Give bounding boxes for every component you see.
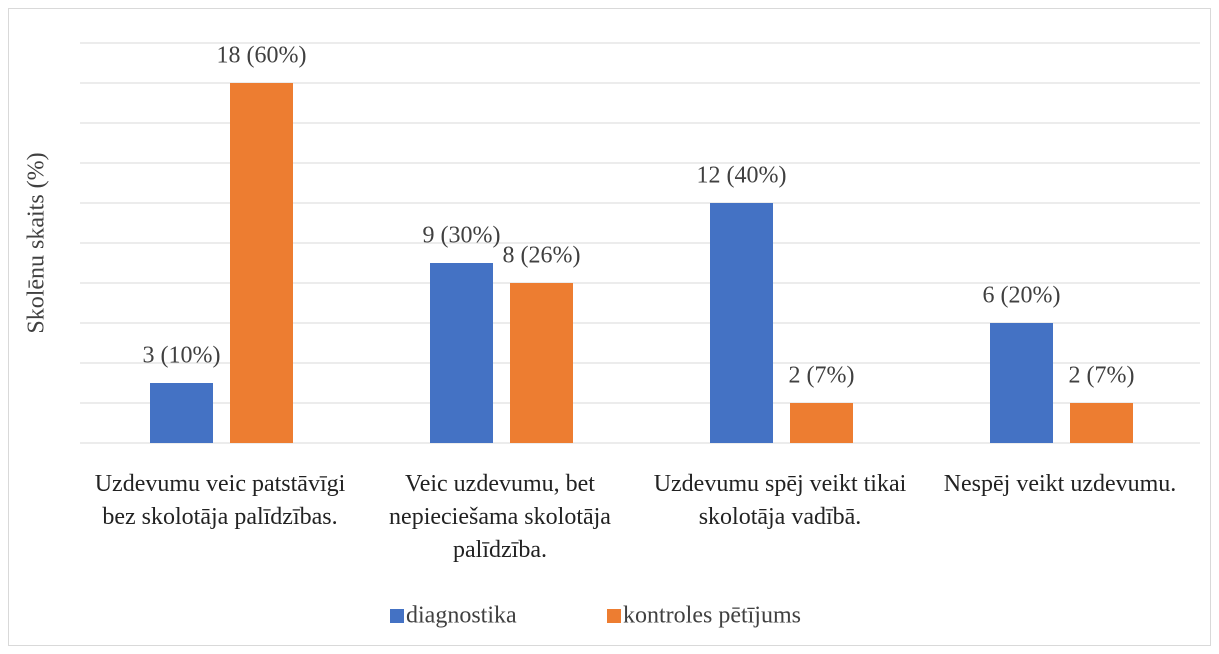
bar xyxy=(510,283,573,443)
data-label: 9 (30%) xyxy=(423,223,501,249)
data-label: 6 (20%) xyxy=(983,283,1061,309)
data-label: 8 (26%) xyxy=(503,243,581,269)
legend-label: diagnostika xyxy=(406,603,517,629)
x-tick-label: Nespēj veikt uzdevumu. xyxy=(943,471,1177,497)
x-tick-label: Uzdevumu spēj veikt tikai skolotāja vadī… xyxy=(653,471,907,530)
bar xyxy=(150,383,213,443)
y-axis-label: Skolēnu skaits (%) xyxy=(24,152,50,333)
legend-label: kontroles pētījums xyxy=(623,603,801,629)
legend-swatch xyxy=(390,609,404,623)
data-label: 3 (10%) xyxy=(143,343,221,369)
bar xyxy=(230,83,293,443)
x-tick-label: Uzdevumu veic patstāvīgi bez skolotāja p… xyxy=(94,471,346,530)
bar xyxy=(790,403,853,443)
bar xyxy=(430,263,493,443)
bar xyxy=(990,323,1053,443)
data-label: 2 (7%) xyxy=(1069,363,1135,389)
data-label: 2 (7%) xyxy=(789,363,855,389)
data-label: 18 (60%) xyxy=(217,43,307,69)
bar xyxy=(1070,403,1133,443)
x-tick-label: Veic uzdevumu, bet nepieciešama skolotāj… xyxy=(389,471,611,563)
frame xyxy=(8,8,1211,646)
legend-swatch xyxy=(607,609,621,623)
bar xyxy=(710,203,773,443)
data-label: 12 (40%) xyxy=(697,163,787,189)
